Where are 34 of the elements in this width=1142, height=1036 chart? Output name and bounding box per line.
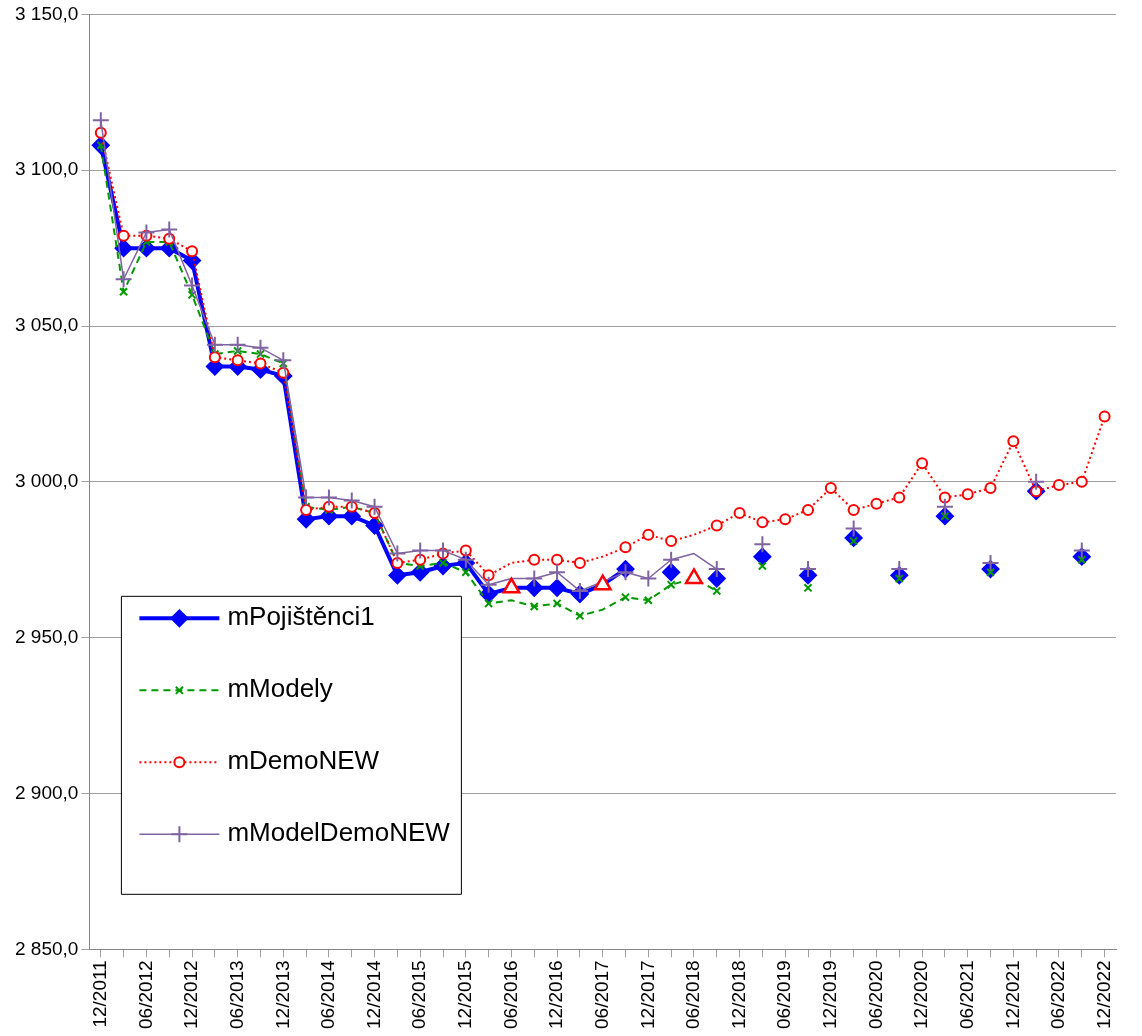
x-tick-label: 12/2019 — [819, 960, 841, 1030]
y-tick-label: 2 900,0 — [14, 781, 79, 803]
legend-label: mModely — [227, 673, 333, 704]
x-tick-label: 12/2018 — [727, 960, 749, 1030]
x-tick-label: 06/2014 — [317, 959, 339, 1030]
x-tick-label: 12/2014 — [362, 959, 384, 1030]
x-tick-label: 06/2018 — [682, 960, 704, 1030]
y-tick-label: 2 850,0 — [14, 937, 79, 959]
x-tick-label: 12/2011 — [89, 960, 111, 1028]
x-tick-label: 06/2021 — [955, 960, 977, 1030]
x-tick-label: 06/2019 — [773, 960, 795, 1030]
y-tick-label: 3 000,0 — [14, 470, 79, 492]
x-tick-label: 06/2017 — [590, 960, 612, 1030]
x-tick-label: 06/2013 — [225, 960, 247, 1030]
x-tick-label: 06/2022 — [1047, 960, 1069, 1030]
x-tick-label: 12/2012 — [180, 960, 202, 1030]
legend-label: mModelDemoNEW — [227, 817, 451, 848]
x-tick-label: 06/2020 — [864, 960, 886, 1030]
x-tick-label: 12/2015 — [454, 960, 476, 1030]
x-tick-label: 12/2021 — [1001, 960, 1023, 1030]
y-tick-label: 3 050,0 — [14, 314, 79, 336]
x-tick-label: 06/2016 — [499, 960, 521, 1030]
x-tick-label: 12/2020 — [910, 960, 932, 1030]
x-tick-label: 12/2017 — [636, 960, 658, 1030]
x-tick-label: 06/2015 — [408, 960, 430, 1030]
x-tick-label: 06/2012 — [134, 960, 156, 1030]
x-tick-label: 12/2022 — [1092, 960, 1114, 1030]
y-tick-label: 2 950,0 — [14, 625, 79, 647]
legend-label: mPojištěnci1 — [227, 601, 375, 632]
x-tick-label: 12/2016 — [545, 960, 567, 1030]
x-tick-label: 12/2013 — [271, 960, 293, 1030]
y-tick-label: 3 100,0 — [14, 158, 79, 180]
y-tick-label: 3 150,0 — [14, 2, 79, 24]
legend-label: mDemoNEW — [227, 745, 380, 776]
